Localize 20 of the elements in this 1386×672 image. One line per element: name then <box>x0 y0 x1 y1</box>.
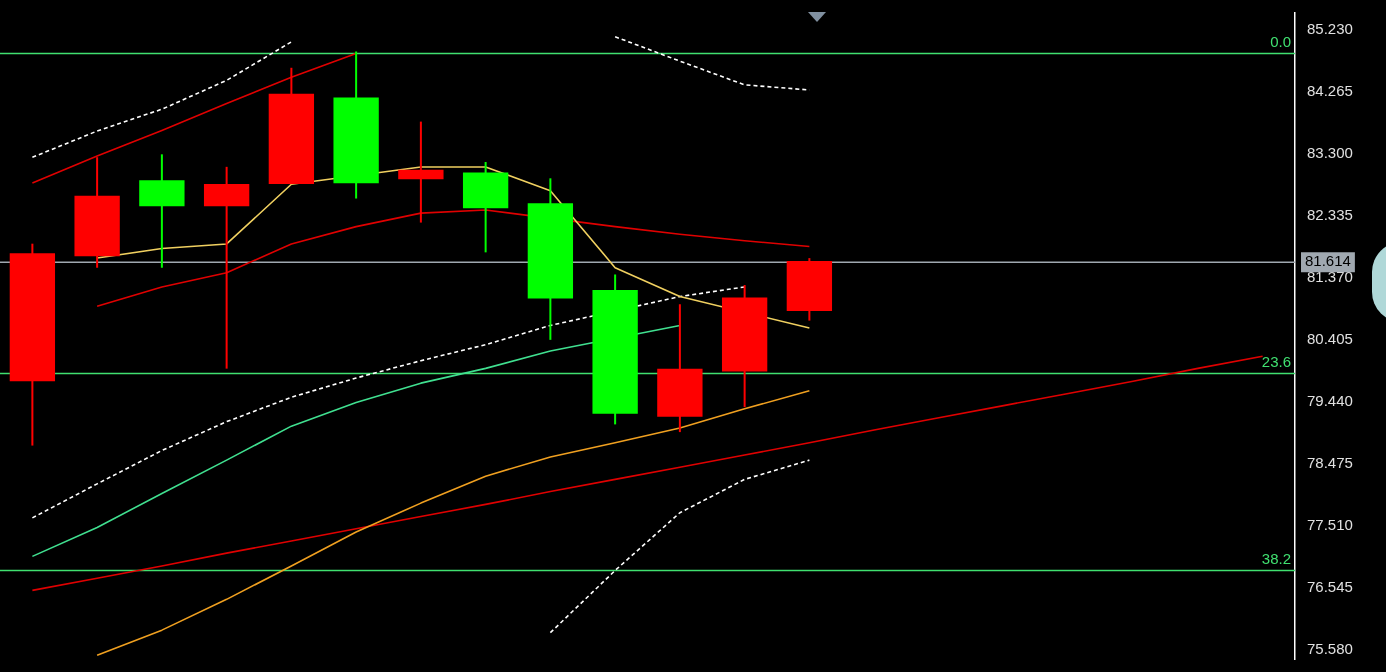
y-tick-label: 84.265 <box>1307 82 1353 100</box>
line-series <box>549 459 811 634</box>
y-tick-label: 76.545 <box>1307 577 1353 595</box>
y-tick-label: 85.230 <box>1307 20 1353 38</box>
y-tick-label: 80.405 <box>1307 329 1353 347</box>
y-tick-label: 75.580 <box>1307 639 1353 657</box>
line-series <box>31 286 746 519</box>
y-tick-label: 82.335 <box>1307 206 1353 224</box>
y-tick-label: 81.370 <box>1307 268 1353 286</box>
candlestick <box>398 120 444 224</box>
annotation: 23.6 <box>1261 353 1291 371</box>
y-tick-label: 83.300 <box>1307 144 1353 162</box>
y-tick-label: 77.510 <box>1307 515 1353 533</box>
line-series <box>31 41 293 159</box>
annotation: 38.2 <box>1261 550 1291 568</box>
y-tick-label: 78.475 <box>1307 453 1353 471</box>
y-tick-label: 79.440 <box>1307 391 1353 409</box>
candlestick <box>203 165 250 370</box>
ref-line-label: 81.614 <box>1305 252 1351 270</box>
annotation: 0.0 <box>1270 33 1291 51</box>
